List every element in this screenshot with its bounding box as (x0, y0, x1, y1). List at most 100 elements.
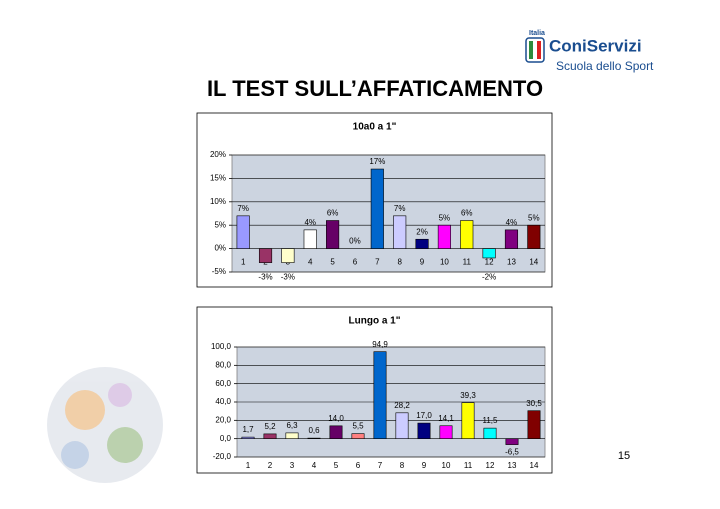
data-label: 28,2 (394, 401, 410, 410)
x-tick-label: 5 (330, 258, 335, 267)
data-label: 0,6 (308, 426, 320, 435)
y-tick-label: -20,0 (213, 452, 232, 461)
data-label: 5,5 (352, 422, 364, 431)
bar (285, 432, 299, 439)
bar (483, 427, 497, 439)
logo-name: ConiServizi (549, 36, 642, 55)
slide-title: IL TEST SULL’AFFATICAMENTO (207, 76, 543, 101)
y-tick-label: -5% (212, 267, 226, 276)
x-tick-label: 8 (397, 258, 402, 267)
data-label: 39,3 (460, 391, 476, 400)
bar (329, 425, 343, 439)
x-tick-label: 13 (507, 258, 516, 267)
x-tick-label: 1 (241, 258, 246, 267)
plot-area (231, 154, 546, 273)
data-label: 14,1 (438, 414, 454, 423)
bar (281, 248, 295, 263)
x-tick-label: 4 (308, 258, 313, 267)
data-label: 1,7 (242, 425, 254, 434)
data-label: 17,0 (416, 411, 432, 420)
x-tick-label: 10 (440, 258, 449, 267)
y-tick-label: 10% (210, 197, 226, 206)
y-tick-label: 40,0 (215, 397, 231, 406)
data-label: -6,5 (505, 448, 519, 457)
data-label: -3% (258, 273, 272, 282)
data-label: -2% (482, 273, 496, 282)
decoration (47, 367, 163, 483)
data-label: 4% (304, 218, 316, 227)
bar (482, 248, 496, 259)
bar (393, 215, 407, 249)
x-tick-label: 5 (334, 461, 339, 470)
bar (326, 220, 340, 249)
bar (460, 220, 474, 249)
x-tick-label: 10 (442, 461, 451, 470)
logo-subtitle: Scuola dello Sport (556, 59, 654, 73)
bar (415, 238, 429, 249)
chart-title: Lungo a 1" (349, 316, 401, 327)
y-tick-label: 15% (210, 174, 226, 183)
chart-title: 10a0 a 1" (353, 122, 397, 133)
x-tick-label: 14 (529, 258, 538, 267)
bar (527, 410, 541, 439)
x-tick-label: 1 (246, 461, 251, 470)
bar (370, 168, 384, 249)
bar (351, 433, 365, 439)
x-tick-label: 8 (400, 461, 405, 470)
data-label: 7% (237, 204, 249, 213)
data-label: 4% (506, 218, 518, 227)
x-tick-label: 6 (353, 258, 358, 267)
logo-top: Italia (529, 30, 545, 37)
x-tick-label: 11 (464, 461, 473, 470)
bar (303, 229, 317, 249)
bar (439, 425, 453, 439)
x-tick-label: 6 (356, 461, 361, 470)
data-label: 94,9 (372, 340, 388, 349)
y-tick-label: 100,0 (211, 342, 232, 351)
x-tick-label: 7 (375, 258, 380, 267)
logo-shield (525, 37, 545, 63)
bar (504, 229, 519, 249)
data-label: 5,2 (264, 422, 276, 431)
x-tick-label: 4 (312, 461, 317, 470)
x-tick-label: 2 (268, 461, 273, 470)
logo: Italia ConiServizi Scuola dello Sport (525, 30, 654, 73)
decoration-circle (107, 427, 143, 463)
bar (437, 224, 451, 249)
y-tick-label: 20% (210, 150, 226, 159)
data-label: 17% (369, 157, 385, 166)
y-tick-label: 60,0 (215, 379, 231, 388)
bar (373, 351, 387, 439)
bar (417, 422, 431, 439)
bar (258, 248, 273, 263)
data-label: 5% (439, 213, 451, 222)
x-tick-label: 3 (290, 461, 295, 470)
bar (461, 402, 475, 439)
data-label: 0% (349, 237, 361, 246)
data-label: 2% (416, 227, 428, 236)
x-tick-label: 9 (420, 258, 425, 267)
bar (505, 438, 519, 445)
data-label: 30,5 (526, 399, 542, 408)
bar (236, 215, 250, 249)
bar (307, 437, 321, 439)
x-tick-label: 13 (508, 461, 517, 470)
data-label: 11,5 (483, 416, 499, 425)
y-tick-label: 20,0 (215, 415, 231, 424)
bar (527, 224, 541, 249)
data-label: -3% (281, 273, 295, 282)
data-label: 6,3 (286, 421, 298, 430)
x-tick-label: 12 (486, 461, 495, 470)
y-tick-label: 80,0 (215, 360, 231, 369)
bar (241, 436, 255, 439)
x-tick-label: 7 (378, 461, 383, 470)
y-tick-label: 0% (214, 244, 226, 253)
x-tick-label: 9 (422, 461, 427, 470)
data-label: 6% (327, 209, 339, 218)
x-tick-label: 12 (485, 258, 494, 267)
data-label: 5% (528, 213, 540, 222)
logo-stripe (537, 41, 541, 59)
data-label: 7% (394, 204, 406, 213)
x-tick-label: 11 (463, 258, 472, 267)
